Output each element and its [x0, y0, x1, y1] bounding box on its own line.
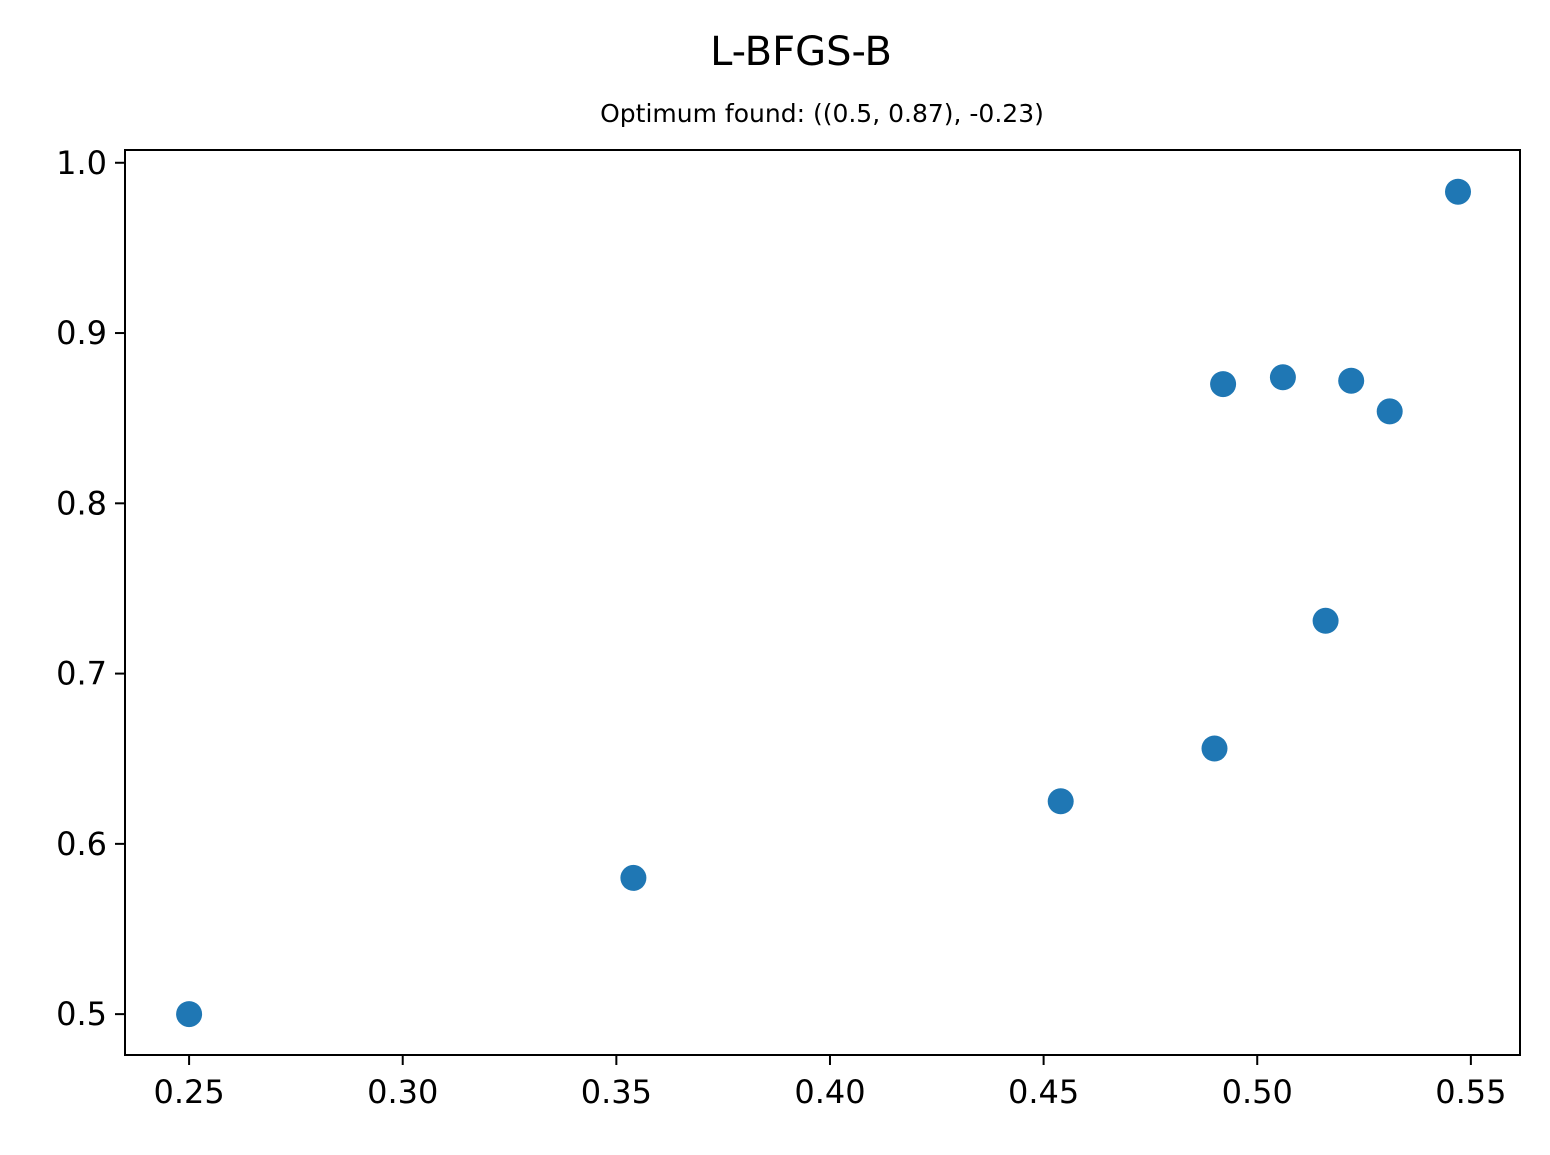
x-tick-label: 0.35 [581, 1073, 652, 1111]
chart-subtitle: Optimum found: ((0.5, 0.87), -0.23) [600, 99, 1044, 128]
y-tick-label: 1.0 [56, 144, 107, 182]
data-point [620, 864, 647, 891]
y-tick-label: 0.5 [56, 995, 107, 1033]
x-tick-label: 0.30 [367, 1073, 438, 1111]
x-tick-label: 0.50 [1222, 1073, 1293, 1111]
axes-frame [124, 149, 1521, 1056]
data-point [1445, 178, 1471, 205]
y-tick-label: 0.8 [56, 484, 107, 522]
data-point [1338, 367, 1365, 394]
data-point [176, 1001, 203, 1028]
y-tick-label: 0.6 [56, 825, 107, 863]
data-point [1201, 735, 1228, 762]
data-point [1269, 364, 1296, 391]
points-layer [176, 178, 1471, 1028]
x-axis: 0.25 0.30 0.35 0.40 0.45 0.50 0.55 [153, 1055, 1506, 1111]
data-point [1210, 371, 1237, 398]
chart-title: L-BFGS-B [710, 29, 892, 75]
x-tick-label: 0.40 [794, 1073, 865, 1111]
data-point [1047, 788, 1074, 815]
x-tick-label: 0.45 [1008, 1073, 1079, 1111]
y-tick-label: 0.9 [56, 314, 107, 352]
x-tick-label: 0.25 [153, 1073, 224, 1111]
plot-area [124, 149, 1521, 1056]
data-point [1376, 398, 1403, 425]
data-point [1312, 607, 1339, 634]
x-tick-label: 0.55 [1435, 1073, 1506, 1111]
y-axis: 0.5 0.6 0.7 0.8 0.9 1.0 [56, 144, 125, 1033]
y-tick-label: 0.7 [56, 655, 107, 693]
